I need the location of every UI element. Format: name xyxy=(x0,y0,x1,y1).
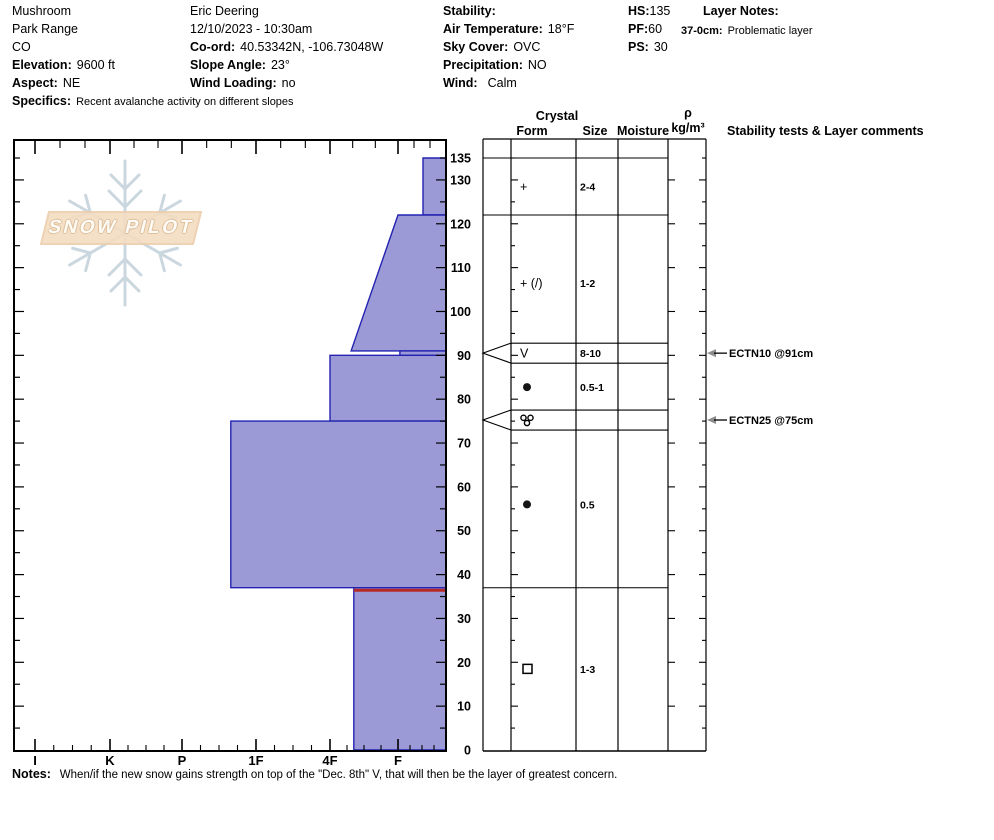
depth-tick-label: 80 xyxy=(457,393,471,407)
density-units-header: kg/m³ xyxy=(671,121,705,135)
grain-form-melt-forms-icon xyxy=(520,414,527,422)
grain-size-value: 1-3 xyxy=(580,664,595,676)
depth-tick-label: 120 xyxy=(450,217,471,231)
moisture-column-header: Moisture xyxy=(616,124,670,138)
grain-size-value: 0.5 xyxy=(580,499,595,511)
grain-size-value: 8-10 xyxy=(580,348,601,360)
depth-tick-label: 50 xyxy=(457,524,471,538)
density-rho-header: ρ xyxy=(684,106,692,120)
size-column-header: Size xyxy=(582,124,608,138)
depth-tick-label: 40 xyxy=(457,568,471,582)
crystal-header: Crystal xyxy=(535,109,579,123)
grain-form-melt-forms-icon xyxy=(527,414,534,422)
grain-form-rounded-grains-icon xyxy=(523,500,531,509)
sky-cover-line: Sky Cover: OVC xyxy=(443,40,541,54)
profile-layer-bar xyxy=(350,214,447,352)
grain-form-rounded-grains-icon xyxy=(523,383,531,392)
stability-line: Stability: xyxy=(443,4,496,18)
depth-tick-label: 135 xyxy=(450,152,471,166)
layer-note-item: 37-0cm: Problematic layer xyxy=(681,25,813,37)
stability-test-label: ECTN25 @75cm xyxy=(729,415,813,427)
depth-tick-label: 60 xyxy=(457,480,471,494)
depth-tick-label: 10 xyxy=(457,700,471,714)
profile-layer-bar xyxy=(230,420,447,589)
specifics-line: Specifics: Recent avalanche activity on d… xyxy=(12,94,294,108)
thin-layer-flag-icon xyxy=(481,409,512,431)
hardness-tick-label: P xyxy=(178,753,187,768)
hardness-tick-label: I xyxy=(33,753,37,768)
wind-loading-line: Wind Loading: no xyxy=(190,76,296,90)
grain-form-icon: V xyxy=(520,347,529,361)
state: CO xyxy=(12,40,31,54)
hardness-tick-label: 1F xyxy=(248,753,263,768)
profile-layer-bar xyxy=(422,157,447,216)
notes-line: Notes: When/if the new snow gains streng… xyxy=(12,767,618,781)
hardness-tick-label: F xyxy=(394,753,402,768)
form-column-header: Form xyxy=(516,124,548,138)
pit-name: Mushroom xyxy=(12,4,72,18)
test-arrow-icon xyxy=(707,349,716,358)
hs-line: HS:135 xyxy=(628,4,671,18)
layer-notes-title: Layer Notes: xyxy=(703,4,779,18)
thin-layer-flag-icon xyxy=(481,342,512,364)
grain-form-icon: + (/) xyxy=(520,276,543,290)
depth-tick-label: 100 xyxy=(450,305,471,319)
pf-line: PF:60 xyxy=(628,22,663,36)
depth-tick-label: 90 xyxy=(457,349,471,363)
test-arrow-icon xyxy=(707,416,716,425)
hardness-tick-label: 4F xyxy=(322,753,337,768)
elevation-line: Elevation: 9600 ft xyxy=(12,58,115,72)
coordinates-line: Co-ord: 40.53342N, -106.73048W xyxy=(190,40,384,54)
grain-form-icon: + xyxy=(520,180,527,194)
stability-test-label: ECTN10 @91cm xyxy=(729,348,813,360)
ps-line: PS: 30 xyxy=(628,40,668,54)
depth-tick-label: 70 xyxy=(457,437,471,451)
air-temp-line: Air Temperature: 18°F xyxy=(443,22,575,36)
depth-tick-label: 30 xyxy=(457,612,471,626)
precipitation-line: Precipitation: NO xyxy=(443,58,547,72)
depth-tick-label: 130 xyxy=(450,173,471,187)
grain-form-melt-forms-icon xyxy=(523,419,531,427)
profile-layer-bar xyxy=(353,587,447,751)
grain-size-value: 1-2 xyxy=(580,278,595,290)
hardness-tick-label: K xyxy=(105,753,115,768)
profile-chart-border xyxy=(13,139,447,752)
depth-tick-label: 110 xyxy=(451,261,471,275)
observer-name: Eric Deering xyxy=(190,4,259,18)
stability-comments-header: Stability tests & Layer comments xyxy=(727,124,924,138)
grain-size-value: 0.5-1 xyxy=(580,382,604,394)
grain-form-facets-icon xyxy=(522,663,533,675)
wind-line: Wind: Calm xyxy=(443,76,517,90)
aspect-line: Aspect: NE xyxy=(12,76,81,90)
observation-datetime: 12/10/2023 - 10:30am xyxy=(190,22,313,36)
mountain-range: Park Range xyxy=(12,22,79,36)
grain-size-value: 2-4 xyxy=(580,182,595,194)
depth-tick-label: 20 xyxy=(457,656,471,670)
slope-angle-line: Slope Angle: 23° xyxy=(190,58,290,72)
profile-layer-bar xyxy=(329,354,447,422)
depth-tick-label: 0 xyxy=(464,744,471,758)
